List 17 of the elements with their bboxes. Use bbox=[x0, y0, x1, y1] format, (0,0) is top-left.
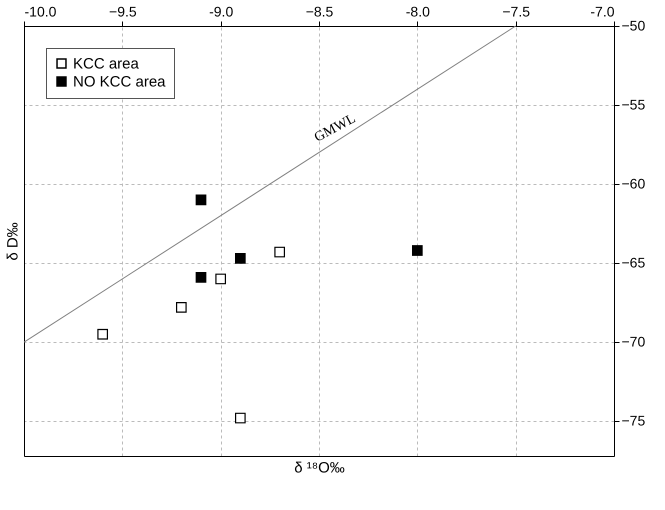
y-tick-label: −70 bbox=[622, 334, 646, 350]
x-tick-label: -9.0 bbox=[209, 4, 234, 20]
x-tick-label: -8.0 bbox=[406, 4, 430, 20]
y-tick-label: −55 bbox=[622, 96, 646, 113]
x-tick-label: −8.5 bbox=[306, 4, 334, 20]
legend-label: NO KCC area bbox=[73, 74, 166, 90]
x-tick-label: -7.0 bbox=[590, 4, 615, 20]
y-tick-label: −75 bbox=[622, 412, 646, 429]
y-tick-label: −50 bbox=[622, 18, 646, 34]
x-tick-label: −9.5 bbox=[109, 4, 137, 20]
x-tick-label: -10.0 bbox=[24, 4, 57, 20]
x-axis-title: δ ¹⁸O‰ bbox=[294, 460, 345, 476]
y-tick-label: −60 bbox=[622, 176, 646, 192]
y-axis-title: δ D‰ bbox=[4, 222, 22, 261]
x-tick-label: −7.5 bbox=[502, 4, 530, 20]
y-tick-label: −65 bbox=[622, 254, 646, 271]
legend-label: KCC area bbox=[73, 56, 140, 72]
